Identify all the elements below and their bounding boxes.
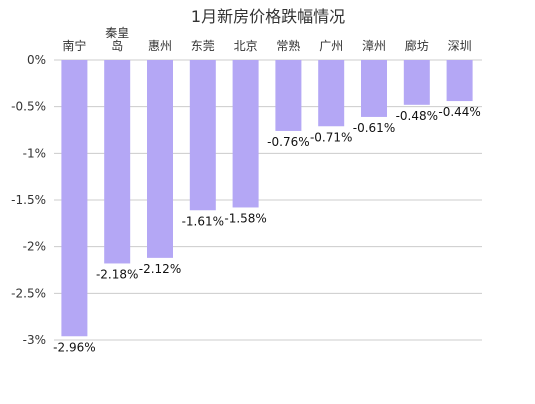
data-label: -0.44% [438, 105, 480, 119]
y-tick-label: -2% [23, 240, 46, 254]
y-tick-label: 0% [27, 53, 46, 67]
category-label: 廊坊 [405, 38, 429, 53]
bar [275, 60, 302, 131]
y-axis-ticks: 0% -0.5% -1% -1.5% -2% -2.5% -3% [11, 53, 46, 347]
category-label: 常熟 [276, 38, 300, 53]
bar [446, 60, 473, 102]
category-label: 广州 [319, 39, 343, 53]
category-label: 秦皇岛 [105, 26, 129, 53]
bar [147, 60, 173, 258]
chart-title: 1月新房价格跌幅情况 [191, 7, 345, 26]
bar [189, 60, 216, 211]
bar [318, 60, 345, 127]
data-label: -2.18% [96, 267, 138, 281]
category-label: 东莞 [191, 39, 215, 53]
category-label: 漳州 [362, 38, 386, 53]
y-tick-label: -1.5% [11, 193, 46, 207]
data-label: -0.76% [267, 135, 309, 149]
category-label: 深圳 [448, 39, 472, 53]
category-label: 南宁 [62, 38, 86, 53]
bar [104, 60, 131, 264]
data-label: -0.48% [396, 109, 438, 123]
bar [232, 60, 259, 208]
data-labels: -2.96% -2.18% -2.12% -1.61% -1.58% -0.76% -0.7… [53, 105, 481, 354]
y-tick-label: -0.5% [11, 100, 46, 114]
category-label: 惠州 [148, 39, 172, 53]
category-labels: 南宁 秦皇岛 惠州 东莞 北京 常熟 广州 漳州 廊坊 深圳 [62, 26, 471, 53]
y-tick-label: -3% [23, 333, 46, 347]
data-label: -1.61% [182, 214, 224, 228]
bar [361, 60, 387, 117]
data-label: -0.71% [310, 130, 352, 144]
bar [61, 60, 88, 337]
y-tick-label: -1% [23, 146, 46, 160]
data-label: -2.96% [53, 340, 95, 354]
bar [403, 60, 430, 105]
data-label: -1.58% [224, 211, 266, 225]
data-label: -2.12% [139, 262, 181, 276]
data-label: -0.61% [353, 121, 395, 135]
bars [61, 60, 473, 337]
y-tick-label: -2.5% [11, 286, 46, 300]
category-label: 北京 [234, 39, 258, 53]
